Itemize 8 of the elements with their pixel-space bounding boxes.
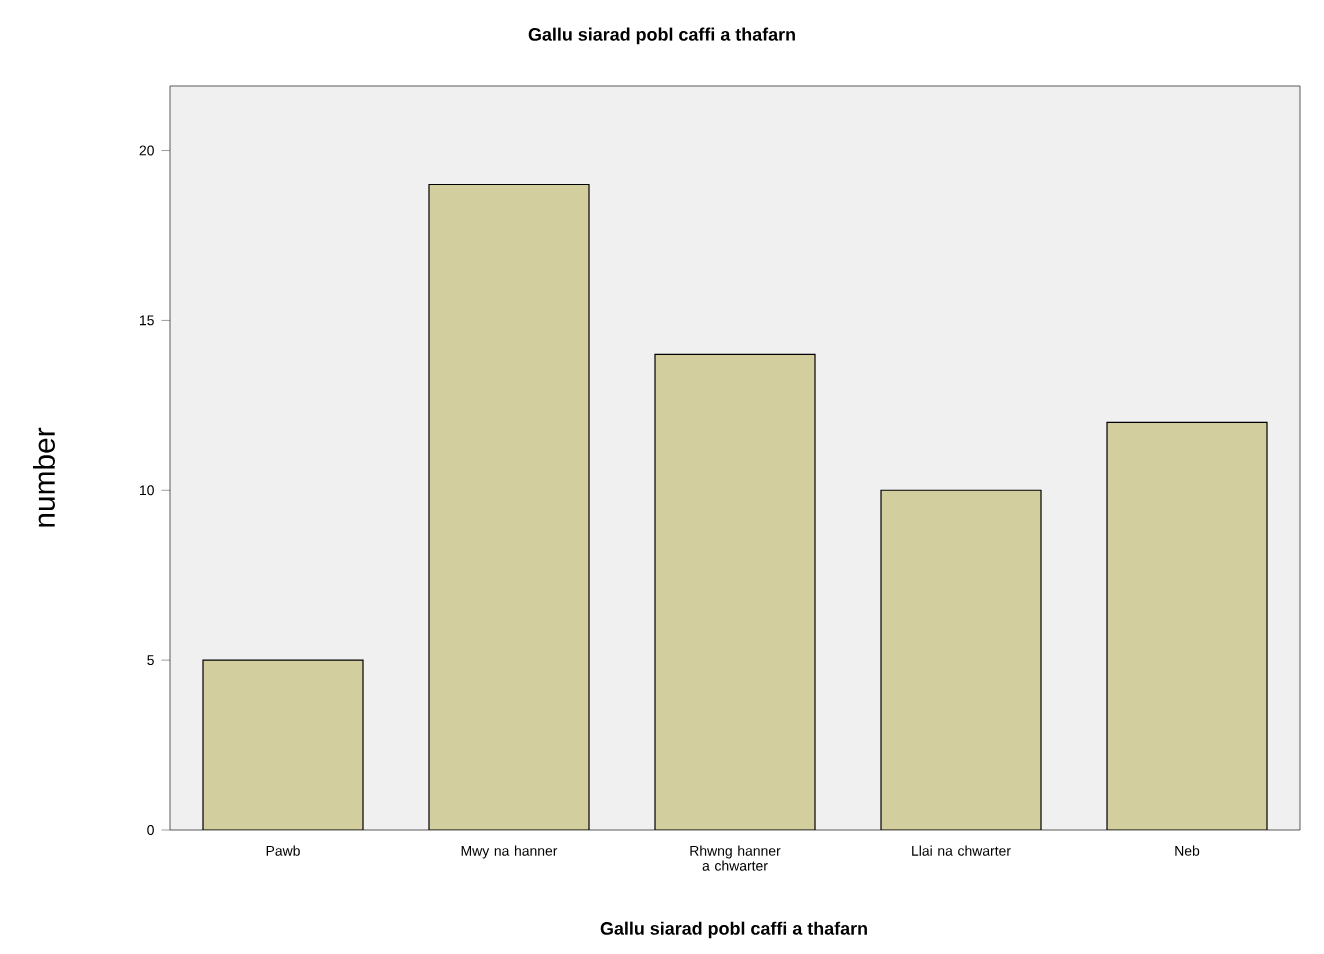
bar bbox=[429, 184, 590, 830]
bar bbox=[202, 659, 364, 830]
chart-title: Gallu siarad pobl caffi a thafarn bbox=[528, 27, 795, 45]
bar bbox=[654, 353, 816, 830]
y-axis-title: number bbox=[33, 427, 55, 527]
x-axis-title: Gallu siarad pobl caffi a thafarn bbox=[600, 921, 867, 939]
bar bbox=[1106, 421, 1268, 830]
bar bbox=[880, 489, 1042, 830]
